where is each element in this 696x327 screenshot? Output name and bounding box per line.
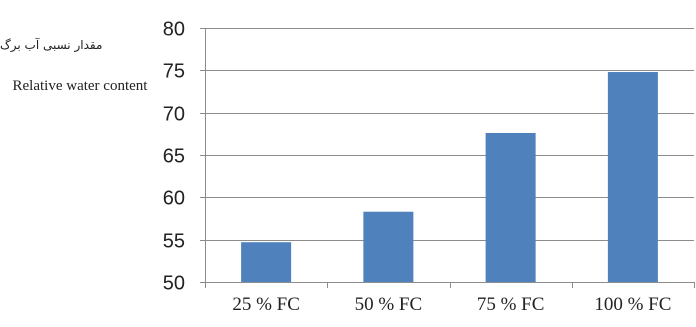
y-axis-label-english: Relative water content [12,78,148,94]
x-category-label: 25 % FC [232,294,300,315]
bar [485,132,536,282]
y-tick-label: 70 [163,104,185,126]
y-tick-label: 80 [163,19,185,41]
bar [241,242,292,282]
bars [241,72,658,282]
y-tick-label: 75 [163,61,185,83]
x-axis-categories: 25 % FC 50 % FC 75 % FC 100 % FC [205,282,695,315]
bar [363,211,414,282]
y-axis-ticks: 50 55 60 65 70 75 80 [163,19,205,295]
y-tick-label: 60 [163,188,185,210]
x-category-label: 100 % FC [594,294,671,315]
y-axis-label-persian: مقدار نسبی آب برگ [0,38,103,52]
x-category-label: 50 % FC [355,294,423,315]
y-tick-label: 55 [163,231,185,253]
bar [607,72,658,282]
x-category-label: 75 % FC [477,294,545,315]
y-tick-label: 65 [163,146,185,168]
y-tick-label: 50 [163,273,185,295]
axes [205,28,694,283]
